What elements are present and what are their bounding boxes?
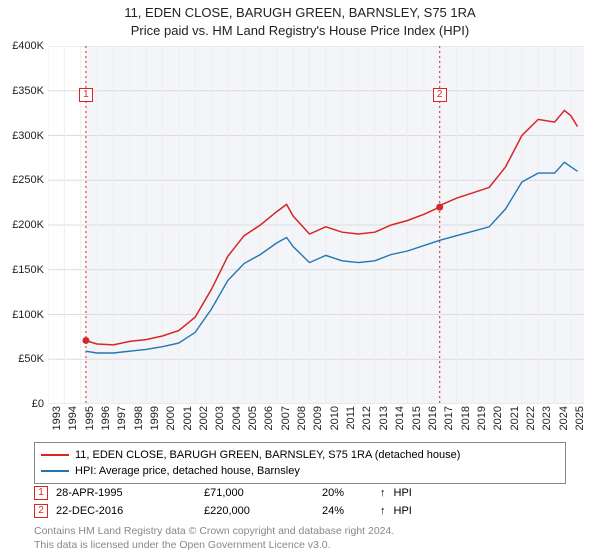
event-date: 22-DEC-2016 (56, 505, 196, 517)
legend-label: HPI: Average price, detached house, Barn… (75, 465, 300, 477)
event-marker: 2 (34, 504, 48, 518)
chart-marker-2: 2 (433, 88, 447, 102)
x-tick-label: 1995 (84, 406, 96, 430)
event-pct: 20% (322, 487, 372, 499)
x-tick-label: 2018 (460, 406, 472, 430)
x-tick-label: 2011 (345, 406, 357, 430)
x-tick-label: 2020 (492, 406, 504, 430)
event-pct: 24% (322, 505, 372, 517)
event-price: £220,000 (204, 505, 314, 517)
legend-swatch (41, 454, 69, 456)
y-tick-label: £100K (0, 309, 44, 321)
chart-marker-1: 1 (79, 88, 93, 102)
y-tick-label: £300K (0, 130, 44, 142)
event-suffix: HPI (394, 505, 412, 517)
x-tick-label: 2016 (427, 406, 439, 430)
x-tick-label: 2008 (296, 406, 308, 430)
x-tick-label: 2003 (214, 406, 226, 430)
y-tick-label: £400K (0, 40, 44, 52)
x-tick-label: 2007 (280, 406, 292, 430)
x-tick-label: 2024 (558, 406, 570, 430)
x-tick-label: 2023 (541, 406, 553, 430)
copyright-line2: This data is licensed under the Open Gov… (34, 538, 394, 552)
x-tick-label: 1998 (133, 406, 145, 430)
x-tick-label: 2014 (394, 406, 406, 430)
title-block: 11, EDEN CLOSE, BARUGH GREEN, BARNSLEY, … (0, 0, 600, 42)
x-tick-label: 1997 (116, 406, 128, 430)
legend: 11, EDEN CLOSE, BARUGH GREEN, BARNSLEY, … (34, 442, 566, 484)
arrow-up-icon: ↑ (380, 487, 386, 499)
x-tick-label: 2025 (574, 406, 586, 430)
legend-label: 11, EDEN CLOSE, BARUGH GREEN, BARNSLEY, … (75, 449, 460, 461)
event-row: 1 28-APR-1995 £71,000 20% ↑ HPI (34, 484, 566, 502)
y-tick-label: £350K (0, 85, 44, 97)
x-tick-label: 2002 (198, 406, 210, 430)
x-tick-label: 2010 (329, 406, 341, 430)
x-tick-label: 2017 (443, 406, 455, 430)
y-tick-label: £250K (0, 174, 44, 186)
copyright-line1: Contains HM Land Registry data © Crown c… (34, 524, 394, 538)
x-tick-label: 2006 (263, 406, 275, 430)
x-tick-label: 1999 (149, 406, 161, 430)
x-tick-label: 1993 (51, 406, 63, 430)
x-tick-label: 1996 (100, 406, 112, 430)
legend-swatch (41, 470, 69, 472)
y-tick-label: £0 (0, 398, 44, 410)
event-marker: 1 (34, 486, 48, 500)
chart-area: £0£50K£100K£150K£200K£250K£300K£350K£400… (48, 46, 584, 404)
chart-svg (48, 46, 584, 404)
title-address: 11, EDEN CLOSE, BARUGH GREEN, BARNSLEY, … (0, 4, 600, 22)
price-events: 1 28-APR-1995 £71,000 20% ↑ HPI 2 22-DEC-2016 £… (34, 484, 566, 520)
event-suffix: HPI (394, 487, 412, 499)
y-tick-label: £150K (0, 264, 44, 276)
x-tick-label: 2000 (165, 406, 177, 430)
x-tick-label: 2005 (247, 406, 259, 430)
event-row: 2 22-DEC-2016 £220,000 24% ↑ HPI (34, 502, 566, 520)
arrow-up-icon: ↑ (380, 505, 386, 517)
x-tick-label: 2021 (509, 406, 521, 430)
event-price: £71,000 (204, 487, 314, 499)
x-tick-label: 2001 (182, 406, 194, 430)
x-tick-label: 2004 (231, 406, 243, 430)
y-tick-label: £200K (0, 219, 44, 231)
title-subtitle: Price paid vs. HM Land Registry's House … (0, 22, 600, 40)
x-tick-label: 1994 (67, 406, 79, 430)
legend-item: HPI: Average price, detached house, Barn… (41, 463, 559, 479)
x-tick-label: 2009 (312, 406, 324, 430)
x-tick-label: 2015 (411, 406, 423, 430)
x-tick-label: 2013 (378, 406, 390, 430)
y-tick-label: £50K (0, 353, 44, 365)
x-tick-label: 2019 (476, 406, 488, 430)
legend-item: 11, EDEN CLOSE, BARUGH GREEN, BARNSLEY, … (41, 447, 559, 463)
x-tick-label: 2022 (525, 406, 537, 430)
event-date: 28-APR-1995 (56, 487, 196, 499)
x-tick-label: 2012 (361, 406, 373, 430)
copyright: Contains HM Land Registry data © Crown c… (34, 524, 394, 552)
chart-container: 11, EDEN CLOSE, BARUGH GREEN, BARNSLEY, … (0, 0, 600, 560)
